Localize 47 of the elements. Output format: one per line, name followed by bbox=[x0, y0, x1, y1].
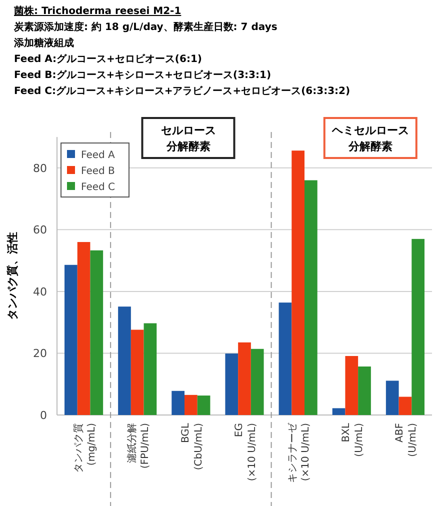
bar bbox=[144, 323, 157, 415]
x-tick-label: ABF (U/mL) bbox=[394, 422, 419, 457]
chart-subtitle: 炭素源添加速度: 約 18 g/L/day、酵素生産日数: 7 days bbox=[13, 21, 278, 33]
bar bbox=[225, 354, 238, 415]
bar bbox=[386, 380, 399, 415]
bar bbox=[412, 238, 424, 415]
legend-label: Feed C bbox=[81, 182, 116, 193]
y-tick-label: 60 bbox=[33, 224, 47, 237]
text: Feed C:グルコース+キシロース+アラビノース+セロビオース(6:3:3:2) bbox=[14, 85, 350, 97]
bar bbox=[238, 342, 251, 415]
bar bbox=[197, 396, 210, 415]
y-tick-label: 80 bbox=[33, 162, 47, 175]
bar bbox=[398, 396, 412, 415]
bar bbox=[184, 394, 198, 415]
bar bbox=[64, 264, 78, 415]
bar bbox=[292, 150, 304, 415]
text: ヘミセルロース bbox=[330, 124, 409, 137]
x-tick-label: 濾紙分解 (FPU/mL) bbox=[126, 422, 151, 469]
x-tick-label: キシラナーゼ (×10 U/mL) bbox=[288, 422, 312, 483]
bar bbox=[250, 348, 264, 415]
y-axis-title: タンパク質、活性 bbox=[6, 232, 19, 320]
x-tick-label: EG (×10 U/mL) bbox=[234, 422, 258, 482]
bar bbox=[130, 330, 144, 415]
bar bbox=[90, 250, 104, 415]
bar bbox=[345, 356, 358, 415]
bar bbox=[278, 302, 292, 415]
legend-label: Feed B bbox=[81, 166, 116, 177]
legend-label: Feed A bbox=[81, 150, 116, 161]
bar bbox=[304, 180, 318, 415]
text: Feed A:グルコース+セロビオース(6:1) bbox=[14, 53, 202, 65]
text: 添加糖液組成 bbox=[13, 37, 74, 49]
chart-title: 菌株: Trichoderma reesei M2-1 bbox=[13, 5, 182, 17]
bar bbox=[118, 306, 131, 415]
y-tick-label: 0 bbox=[40, 409, 47, 422]
annotation: 分解酵素 bbox=[347, 140, 392, 153]
text: Feed B:グルコース+キシロース+セロビオース(3:3:1) bbox=[14, 69, 272, 81]
y-tick-label: 40 bbox=[33, 285, 47, 298]
x-tick-label: タンパク質 (mg/mL) bbox=[72, 422, 98, 473]
bar bbox=[172, 390, 184, 415]
text: セルロース bbox=[160, 124, 216, 137]
annotation: 分解酵素 bbox=[165, 140, 210, 153]
bar bbox=[358, 366, 371, 415]
x-tick-label: BGL (CbU/mL) bbox=[180, 422, 204, 470]
x-tick-label: BXL (U/mL) bbox=[341, 422, 366, 457]
bar bbox=[332, 408, 346, 415]
y-tick-label: 20 bbox=[33, 347, 47, 360]
bar bbox=[77, 242, 90, 415]
